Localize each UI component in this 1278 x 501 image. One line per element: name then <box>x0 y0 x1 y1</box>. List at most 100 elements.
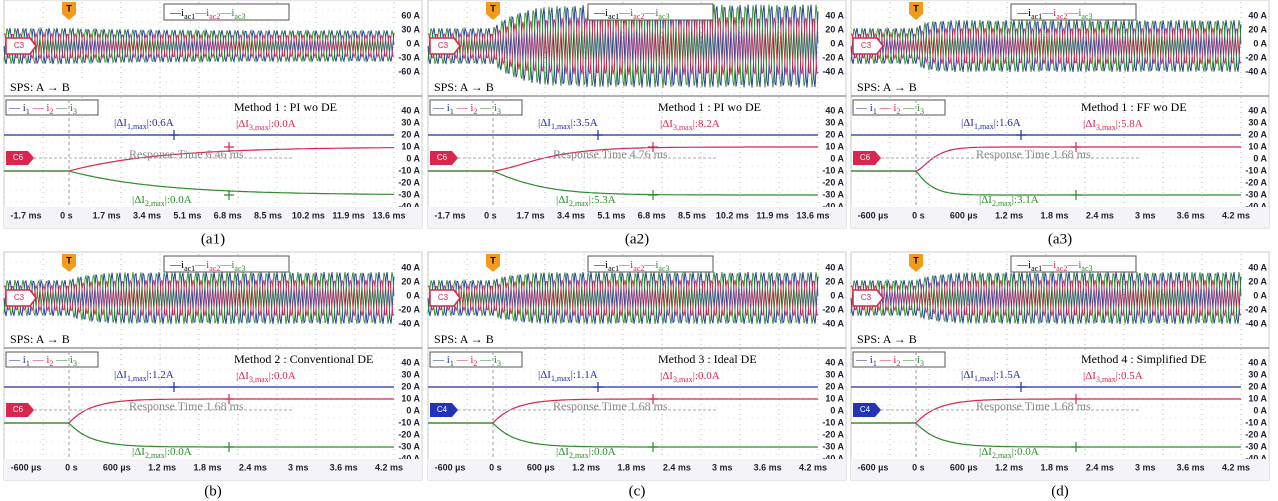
y-tick-label: 40 A <box>1248 262 1267 272</box>
subscript: 3 <box>497 107 501 116</box>
x-tick-label: 600 µs <box>950 210 978 220</box>
x-tick-label: 1.8 ms <box>1040 462 1068 472</box>
x-tick-label: 3 ms <box>1135 210 1156 220</box>
y-tick-label: -20 A <box>398 304 420 314</box>
x-tick-label: 1.8 ms <box>193 462 221 472</box>
text-part: |:8.2A <box>693 118 720 130</box>
text-part: —i <box>169 259 184 271</box>
method-label: Method 3 : Ideal DE <box>658 352 757 366</box>
y-tick-label: 10 A <box>1248 393 1267 403</box>
text-part: — i <box>477 102 497 114</box>
text-part: — i <box>877 354 897 366</box>
x-tick-label: 600 µs <box>950 462 978 472</box>
y-tick-label: -20 A <box>1245 177 1267 187</box>
x-tick-label: -1.7 ms <box>10 210 41 220</box>
y-tick-label: -20 A <box>1245 52 1267 62</box>
y-tick-label: 10 A <box>825 393 844 403</box>
x-tick-label: -600 µs <box>11 462 42 472</box>
subscript: ac3 <box>658 264 669 273</box>
x-tick-label: 0 s <box>489 462 502 472</box>
subscript: ac3 <box>1081 12 1092 21</box>
text-part: — i <box>877 102 897 114</box>
x-tick-label: 4.2 ms <box>799 462 827 472</box>
y-tick-label: -10 A <box>398 165 420 175</box>
subscript: 3,max <box>1096 123 1116 132</box>
text-part: —i <box>1041 259 1056 271</box>
text-part: — i <box>900 354 920 366</box>
sps-label: SPS: A → B <box>857 332 917 346</box>
subscript: 3,max <box>1096 375 1116 384</box>
text-part: —i <box>1041 7 1056 19</box>
y-tick-label: -20 A <box>822 429 844 439</box>
sps-label: SPS: A → B <box>10 80 70 94</box>
x-tick-label: 3 ms <box>1135 462 1156 472</box>
text-part: |ΔI <box>132 446 145 458</box>
x-tick-label: 13.6 ms <box>796 210 829 220</box>
text-part: — i <box>454 354 474 366</box>
text-part: |:0.0A <box>269 118 296 130</box>
text-part: |:1.5A <box>994 369 1021 381</box>
subscript: ac1 <box>1031 264 1042 273</box>
x-tick-label: 4.2 ms <box>1222 462 1250 472</box>
subscript: ac1 <box>184 264 195 273</box>
subscript: 1,max <box>974 122 994 131</box>
sps-label: SPS: A → B <box>10 332 70 346</box>
x-tick-label: 3 ms <box>712 462 733 472</box>
subscript: ac3 <box>1081 264 1092 273</box>
x-tick-label: 4.2 ms <box>1222 210 1250 220</box>
text-part: — i <box>855 354 873 366</box>
text-part: |ΔI <box>961 369 974 381</box>
trigger-label: T <box>490 255 496 265</box>
y-tick-label: 40 A <box>1248 357 1267 367</box>
method-label: Method 1 : FF wo DE <box>1081 100 1187 114</box>
caption: (a3) <box>1048 231 1072 247</box>
x-tick-label: 1.2 ms <box>995 462 1023 472</box>
x-tick-label: 2.4 ms <box>1086 462 1114 472</box>
y-tick-label: 20 A <box>1248 276 1267 286</box>
caption: (a2) <box>625 231 649 247</box>
subscript: 1,max <box>974 374 994 383</box>
text-part: |:3.5A <box>571 117 598 129</box>
channel-label: C6 <box>13 153 24 162</box>
text-part: |ΔI <box>556 194 569 206</box>
sps-label: SPS: A → B <box>434 332 494 346</box>
text-part: — i <box>30 354 50 366</box>
text-part: |ΔI <box>538 117 551 129</box>
channel-label: C3 <box>861 293 872 302</box>
text-part: — i <box>30 102 50 114</box>
trigger-label: T <box>913 255 919 265</box>
y-tick-label: -20 A <box>822 177 844 187</box>
text-part: |:0.0A <box>165 446 192 458</box>
y-tick-label: -60 A <box>398 66 420 76</box>
text-part: —i <box>1016 259 1031 271</box>
y-tick-label: -40 A <box>822 318 844 328</box>
y-tick-label: 30 A <box>825 117 844 127</box>
text-part: |:5.8A <box>1116 118 1143 130</box>
subscript: ac3 <box>234 264 245 273</box>
x-tick-label: 10.2 ms <box>292 210 325 220</box>
y-tick-label: -10 A <box>398 417 420 427</box>
text-part: — i <box>454 102 474 114</box>
text-part: |:1.2A <box>147 369 174 381</box>
x-tick-label: 1.2 ms <box>995 210 1023 220</box>
x-tick-label: 4.2 ms <box>375 462 403 472</box>
x-tick-label: 13.6 ms <box>372 210 405 220</box>
x-tick-label: 11.9 ms <box>332 210 365 220</box>
y-tick-label: 0 A <box>830 153 844 163</box>
text-part: —i <box>593 7 608 19</box>
y-tick-label: -20 A <box>822 304 844 314</box>
response-time: Response Time 1.68 ms <box>553 399 668 413</box>
subscript: ac2 <box>633 12 644 21</box>
text-part: |ΔI <box>114 117 127 129</box>
x-tick-label: 5.1 ms <box>597 210 625 220</box>
caption: (b) <box>204 483 222 499</box>
y-tick-label: 30 A <box>1248 117 1267 127</box>
text-part: |ΔI <box>1083 370 1096 382</box>
y-tick-label: 40 A <box>1248 105 1267 115</box>
x-tick-label: -600 µs <box>858 210 889 220</box>
subscript: 3,max <box>249 123 269 132</box>
y-tick-label: 0 A <box>1253 290 1267 300</box>
method-label: Method 2 : Conventional DE <box>234 352 373 366</box>
channel-label: C6 <box>13 405 24 414</box>
text-part: |:0.5A <box>1116 370 1143 382</box>
